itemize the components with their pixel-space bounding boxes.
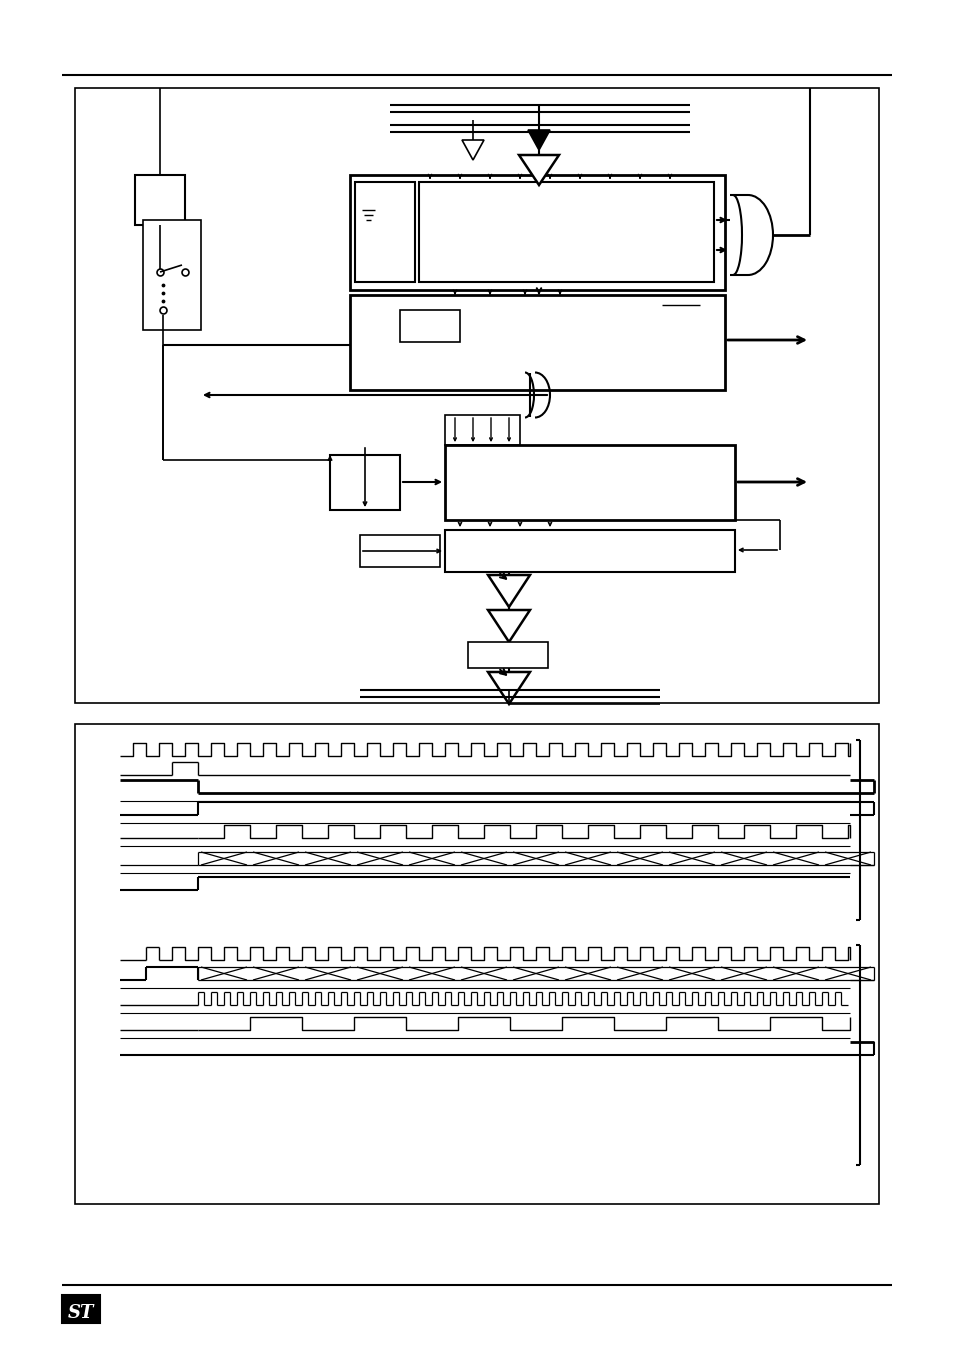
Bar bbox=[355, 182, 415, 282]
Bar bbox=[359, 535, 439, 567]
Bar bbox=[418, 182, 713, 282]
Polygon shape bbox=[488, 611, 530, 642]
Bar bbox=[135, 176, 185, 226]
Polygon shape bbox=[488, 671, 530, 704]
Polygon shape bbox=[461, 141, 483, 159]
Bar bbox=[75, 724, 878, 1204]
Polygon shape bbox=[488, 576, 530, 607]
Bar bbox=[399, 309, 459, 342]
Bar bbox=[330, 455, 399, 509]
Text: ST: ST bbox=[68, 1304, 94, 1323]
Polygon shape bbox=[518, 155, 558, 185]
Bar bbox=[444, 530, 734, 571]
Bar bbox=[350, 295, 724, 390]
Polygon shape bbox=[527, 130, 550, 150]
Bar bbox=[444, 415, 519, 444]
Bar bbox=[350, 176, 724, 290]
Bar bbox=[62, 1296, 100, 1323]
Bar bbox=[143, 220, 201, 330]
Bar bbox=[444, 444, 734, 520]
Bar bbox=[468, 642, 547, 667]
Bar bbox=[75, 88, 878, 703]
